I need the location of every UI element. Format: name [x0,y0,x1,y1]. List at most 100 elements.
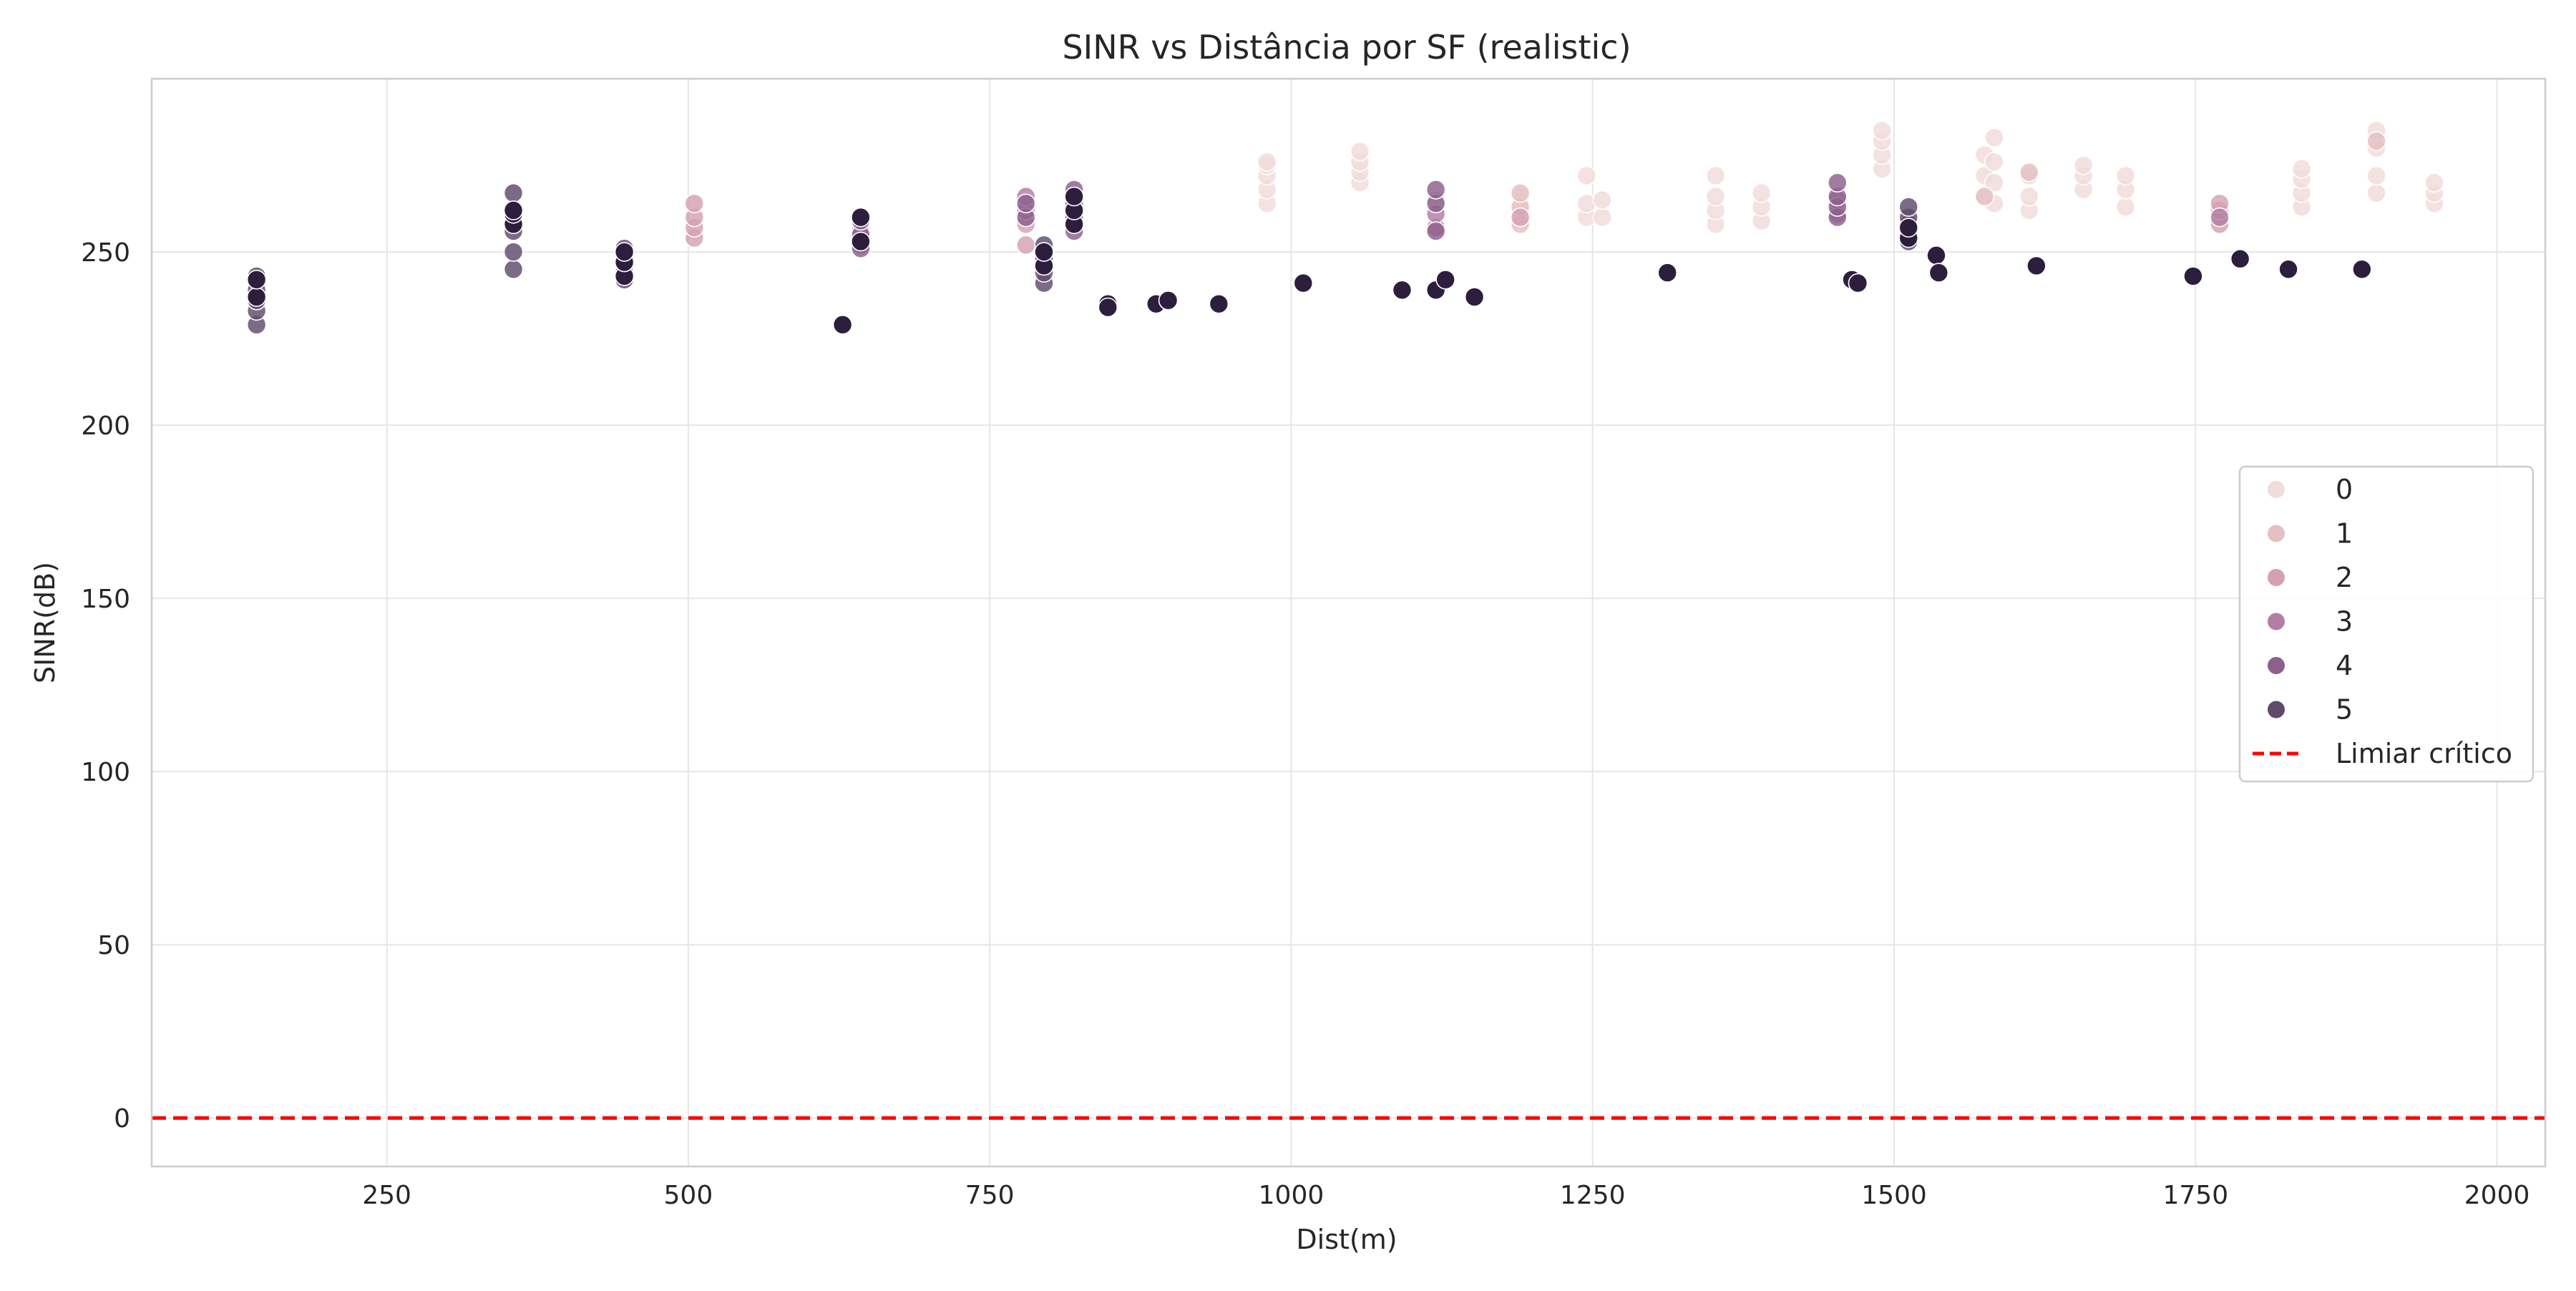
y-tick-label: 150 [81,585,130,614]
y-axis-label: SINR(dB) [29,562,61,683]
data-point [1898,197,1919,217]
data-point [2115,197,2136,217]
data-point [1984,127,2004,148]
data-point [1098,297,1118,318]
series-unlabeled [246,186,2372,335]
y-tick-label: 50 [97,931,130,960]
data-points [246,120,2444,335]
x-tick-label: 1250 [1560,1181,1626,1210]
data-point [2210,207,2230,228]
data-point [1293,273,1314,293]
data-point [614,242,635,262]
data-point [1705,186,1726,207]
x-axis-label: Dist(m) [1296,1224,1397,1255]
legend-swatch [2268,525,2285,542]
data-point [246,287,267,307]
data-point [1015,235,1036,255]
legend-label: 3 [2336,606,2353,638]
data-point [2366,182,2386,203]
data-point [1064,186,1084,207]
data-point [2073,155,2094,175]
data-point [1510,207,1531,228]
x-tick-label: 1000 [1259,1181,1324,1210]
data-point [2366,165,2386,186]
data-point [2019,186,2039,207]
data-point [503,259,524,280]
data-point [1984,152,2004,172]
data-point [1015,193,1036,214]
data-point [1828,172,1848,193]
tick-labels: 250 500 750 1000 1250 1500 1750 200005010015020… [81,238,2529,1210]
y-tick-label: 250 [81,238,130,268]
x-tick-label: 500 [664,1181,713,1210]
data-point [1158,291,1179,311]
data-point [1209,293,1229,314]
legend-label: Limiar crítico [2336,738,2512,769]
data-point [1928,263,1949,283]
data-point [1576,165,1597,186]
data-point [1974,186,1995,207]
data-point [1872,120,1892,141]
data-point [1848,273,1868,293]
data-point [2291,159,2312,179]
legend-swatch [2268,613,2285,630]
legend-label: 2 [2336,562,2353,593]
data-point [684,193,705,214]
data-point [1898,218,1919,238]
data-point [503,242,524,262]
data-point [2019,162,2039,182]
data-point [1705,165,1726,186]
data-point [2230,248,2250,269]
data-point [1592,207,1613,228]
data-point [1984,172,2004,193]
data-point [2352,259,2372,280]
legend-swatch [2268,657,2285,674]
data-point [1926,245,1946,265]
data-point [1751,182,1772,203]
data-point [1425,180,1446,200]
legend-swatch [2268,701,2285,718]
x-tick-label: 250 [362,1181,411,1210]
data-point [503,200,524,220]
data-point [1464,287,1485,307]
data-point [2183,266,2203,286]
x-tick-label: 750 [965,1181,1015,1210]
legend-swatch [2268,481,2285,498]
data-point [2026,255,2046,276]
legend-label: 5 [2336,694,2353,726]
series-0 [1257,120,2444,235]
data-point [1425,221,1446,241]
data-point [503,182,524,203]
legend-swatch [2268,569,2285,586]
data-point [1592,190,1613,210]
data-point [1257,152,1277,172]
x-tick-label: 1500 [1861,1181,1927,1210]
legend-box [2238,465,2534,783]
chart-title: SINR vs Distância por SF (realistic) [1062,28,1631,67]
data-point [1392,280,1413,301]
data-point [2424,172,2444,193]
data-point [1657,263,1678,283]
data-point [1350,141,1370,162]
legend-label: 1 [2336,518,2353,550]
y-tick-label: 0 [114,1104,130,1134]
data-point [851,231,871,252]
x-tick-label: 2000 [2464,1181,2530,1210]
data-point [1510,182,1531,203]
data-point [1034,242,1054,262]
legend-label: 0 [2336,474,2353,505]
y-tick-label: 100 [81,758,130,787]
x-tick-label: 1750 [2162,1181,2228,1210]
data-point [851,207,871,228]
data-point [832,314,853,335]
data-point [1435,269,1455,290]
plot-frame [150,77,2547,1168]
data-point [2115,165,2136,186]
data-point [246,269,267,290]
data-point [2366,131,2386,151]
data-point [2278,259,2298,280]
y-tick-label: 200 [81,411,130,441]
legend: 0 1 2 3 4 5 Limiar crítico [2238,465,2534,783]
